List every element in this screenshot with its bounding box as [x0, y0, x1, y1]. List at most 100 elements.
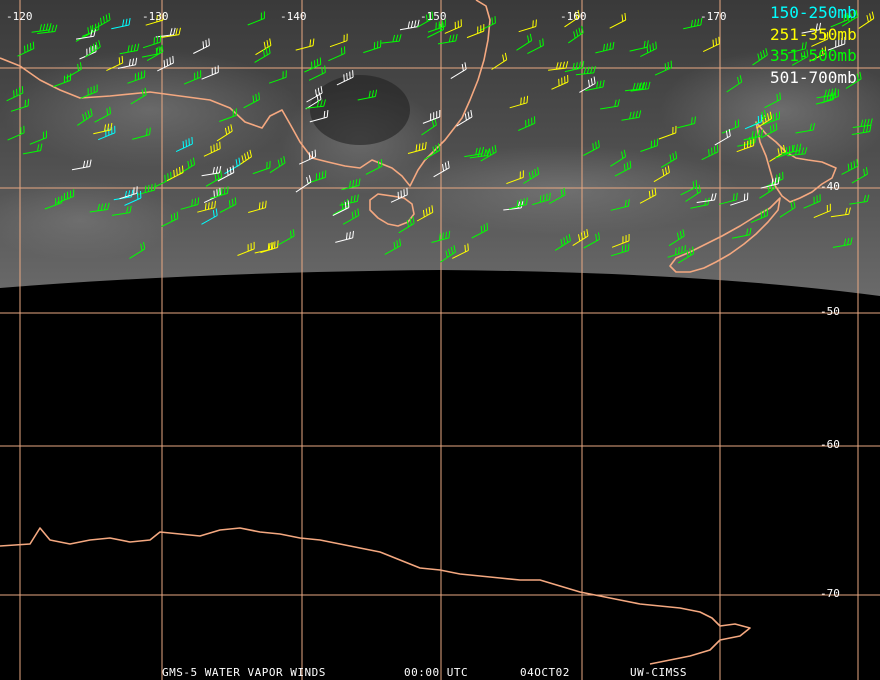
- wind-barb: [433, 160, 450, 178]
- wind-barb: [203, 187, 221, 204]
- wind-barb: [124, 190, 142, 206]
- wind-barb: [145, 13, 165, 26]
- wind-barb: [769, 144, 786, 162]
- footer-time: 00:00 UTC: [404, 666, 468, 679]
- wind-barb: [518, 19, 537, 33]
- wind-barb: [416, 205, 434, 222]
- wind-barb: [219, 108, 237, 122]
- wind-barb: [336, 70, 354, 86]
- wind-barb: [726, 75, 743, 93]
- wind-barb: [572, 229, 589, 247]
- wind-barb: [7, 125, 25, 141]
- wind-barb: [37, 24, 58, 34]
- wind-barb: [219, 197, 237, 213]
- wind-barb: [306, 86, 323, 103]
- wind-barb: [611, 233, 630, 248]
- wind-barb: [787, 41, 807, 54]
- wind-barb: [298, 149, 317, 165]
- lon-label: -140: [280, 10, 307, 23]
- wind-barb: [237, 241, 255, 256]
- wind-barb: [667, 245, 686, 258]
- wind-barb: [305, 99, 326, 109]
- wind-barb: [610, 199, 630, 211]
- wind-barb: [308, 65, 326, 81]
- wind-barb: [614, 160, 632, 177]
- wind-barb: [94, 12, 111, 30]
- wind-barb: [583, 140, 600, 156]
- wind-barb: [583, 232, 600, 249]
- wind-barb: [89, 202, 110, 213]
- wind-barb: [714, 129, 731, 146]
- wind-barb: [696, 192, 717, 203]
- wind-barb: [732, 227, 752, 239]
- wind-barb: [175, 136, 193, 153]
- wind-barb: [752, 48, 768, 66]
- wind-barb: [624, 81, 646, 92]
- wind-barb: [407, 141, 427, 154]
- longitude-labels: -120 -130 -140 -150 -160 -170: [6, 10, 727, 23]
- wind-barb: [791, 49, 809, 66]
- wind-barb: [53, 73, 72, 88]
- wind-barb: [787, 147, 808, 157]
- wind-barb: [6, 86, 24, 102]
- wind-barb: [677, 116, 696, 129]
- wind-barb: [10, 98, 30, 112]
- wind-barb: [248, 200, 267, 213]
- wind-barb: [775, 144, 794, 159]
- wind-barb: [456, 109, 473, 127]
- wind-barb: [683, 18, 703, 30]
- wind-barb: [721, 119, 740, 134]
- wind-barb: [845, 71, 862, 89]
- wind-barb: [815, 92, 835, 105]
- wind-barb: [564, 9, 580, 28]
- wind-barb: [236, 149, 252, 168]
- wind-barb: [610, 243, 630, 257]
- wind-barb: [384, 238, 402, 255]
- wind-barb: [760, 122, 778, 139]
- australia-coast: [0, 0, 491, 187]
- wind-barb: [132, 127, 151, 140]
- wind-barb: [161, 27, 181, 38]
- lon-label: -160: [560, 10, 587, 23]
- latitude-labels: -40 -50 -60 -70: [820, 180, 840, 600]
- footer-date: 04OCT02: [520, 666, 570, 679]
- wind-barb: [503, 201, 524, 211]
- wind-barb: [22, 143, 43, 155]
- wind-barb: [427, 19, 446, 33]
- wind-barb: [750, 208, 768, 224]
- wind-barb: [779, 200, 796, 218]
- wind-barb: [127, 70, 146, 84]
- wind-barb: [795, 123, 816, 134]
- wind-barb: [685, 184, 701, 202]
- wind-barb: [736, 138, 755, 153]
- wind-barb: [427, 22, 444, 38]
- wind-barb: [549, 187, 566, 205]
- wind-barb: [183, 70, 202, 85]
- wind-barb: [668, 229, 685, 247]
- wind-barb: [295, 38, 315, 51]
- wind-barb: [677, 246, 695, 264]
- wind-barb: [93, 122, 113, 135]
- wind-barb: [56, 189, 75, 204]
- wind-barb: [98, 125, 116, 141]
- wind-barb: [201, 208, 218, 225]
- wind-barb: [329, 33, 348, 48]
- wind-barb: [579, 76, 596, 93]
- wind-barb: [119, 43, 140, 55]
- wind-barb: [640, 138, 659, 152]
- wind-barb: [813, 203, 831, 219]
- wind-barb: [142, 35, 162, 49]
- footer-source: UW-CIMSS: [630, 666, 687, 679]
- wind-barb: [44, 195, 63, 210]
- wind-barb: [111, 205, 132, 216]
- wind-barb: [254, 242, 274, 254]
- wind-barb: [518, 116, 536, 131]
- wind-barb: [85, 40, 101, 58]
- wind-barb: [268, 70, 287, 84]
- footer-satellite: GMS-5 WATER VAPOR WINDS: [162, 666, 326, 679]
- wind-barb: [154, 171, 172, 188]
- lon-label: -130: [142, 10, 169, 23]
- wind-barb: [129, 241, 146, 259]
- wind-barb: [801, 22, 822, 34]
- wind-barb: [527, 38, 544, 55]
